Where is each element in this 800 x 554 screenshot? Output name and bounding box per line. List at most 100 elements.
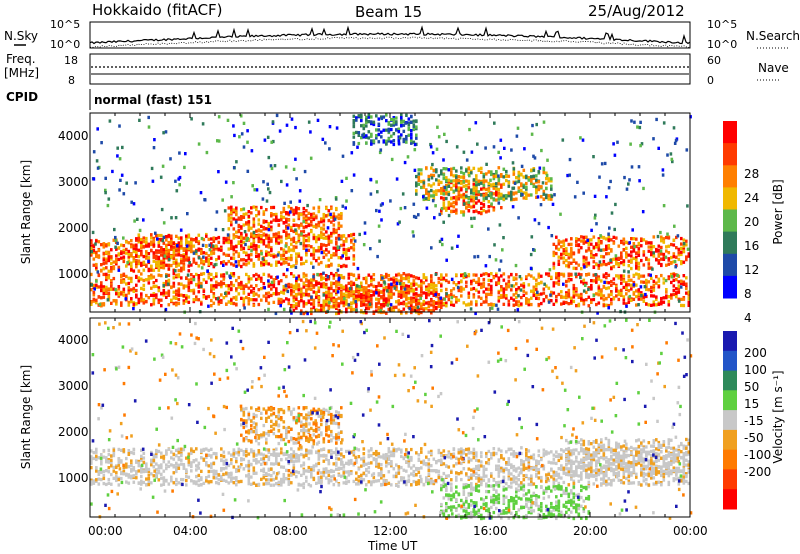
power-cell: [495, 190, 498, 194]
power-cell: [192, 275, 196, 279]
power-cell: [242, 284, 246, 288]
power-cell: [292, 295, 296, 299]
power-cell: [505, 286, 508, 290]
power-cell: [150, 293, 153, 297]
power-cell: [195, 295, 198, 299]
power-cell: [407, 287, 411, 291]
power-cell: [592, 273, 596, 277]
power-cell: [399, 206, 403, 211]
power-cell: [530, 289, 533, 293]
power-cell: [217, 240, 221, 244]
power-cell: [282, 229, 286, 233]
power-cell: [108, 119, 112, 123]
power-cell: [515, 302, 518, 307]
power-cell: [377, 293, 381, 297]
power-cell: [262, 272, 266, 276]
power-cell: [262, 259, 266, 264]
power-cell: [192, 291, 196, 295]
power-cell: [482, 193, 486, 198]
power-cell: [240, 296, 243, 300]
power-cell: [305, 214, 308, 218]
power-cell: [473, 255, 476, 259]
power-cell: [527, 178, 531, 182]
power-cell: [360, 136, 363, 140]
power-cell: [460, 194, 463, 198]
power-cell: [432, 281, 436, 286]
power-cell: [435, 192, 438, 196]
power-cell: [190, 117, 193, 121]
power-cell: [462, 184, 466, 188]
power-cell: [142, 254, 146, 259]
power-cell: [322, 308, 326, 312]
power-cell: [210, 284, 213, 289]
power-cell: [227, 240, 231, 245]
power-cell: [165, 243, 168, 247]
power-cell: [182, 257, 186, 262]
power-cell: [442, 192, 446, 196]
power-cell: [290, 264, 293, 269]
power-cell: [327, 236, 331, 240]
power-cell: [557, 255, 561, 259]
power-cell: [122, 192, 126, 196]
power-cell: [495, 171, 498, 176]
power-cell: [162, 266, 166, 270]
power-cell: [542, 189, 546, 193]
velocity-cell: [107, 470, 111, 474]
power-cell: [405, 113, 408, 117]
power-cell: [537, 292, 541, 297]
power-cell: [637, 261, 641, 265]
power-cell: [365, 134, 368, 138]
power-cell: [370, 142, 373, 146]
power-cell: [516, 126, 520, 130]
power-cell: [278, 129, 282, 133]
power-cell: [460, 280, 463, 284]
velocity-cell: [105, 469, 108, 473]
power-cell: [620, 288, 623, 292]
power-cell: [152, 275, 156, 279]
power-cell: [585, 264, 588, 268]
power-cell: [375, 180, 378, 184]
power-cell: [522, 183, 526, 187]
velocity-cell: [162, 456, 166, 460]
power-cell: [295, 241, 298, 245]
power-cell: [635, 266, 638, 270]
power-cell: [332, 302, 336, 306]
power-cell: [650, 276, 653, 280]
power-cell: [307, 292, 311, 297]
power-cell: [102, 251, 106, 255]
power-cell: [605, 244, 608, 248]
power-cell: [322, 214, 326, 218]
power-cell: [590, 286, 593, 290]
power-cell: [130, 253, 133, 257]
power-cell: [425, 190, 428, 194]
power-cell: [590, 300, 593, 304]
power-cell: [630, 119, 633, 123]
power-cell: [467, 167, 471, 171]
power-cell: [687, 293, 691, 297]
power-cell: [575, 237, 578, 241]
power-cell: [682, 297, 686, 301]
power-cell: [260, 276, 263, 280]
velocity-cell: [142, 480, 146, 485]
power-cell: [437, 293, 441, 297]
power-cell: [440, 180, 443, 185]
power-cell: [130, 279, 133, 284]
power-cell: [215, 284, 218, 288]
power-cell: [315, 281, 318, 285]
velocity-cell: [145, 462, 148, 466]
power-cell: [202, 237, 206, 242]
power-cell: [237, 224, 241, 229]
power-cell: [365, 291, 368, 295]
power-cell: [595, 242, 598, 246]
power-cell: [180, 282, 183, 286]
power-cell: [195, 272, 198, 277]
power-cell: [378, 150, 382, 155]
power-cell: [155, 284, 158, 288]
power-cell: [410, 136, 413, 140]
power-cell: [580, 235, 583, 239]
power-cell: [232, 245, 236, 249]
power-cell: [500, 295, 503, 299]
power-cell: [572, 295, 576, 299]
power-cell: [415, 302, 418, 306]
power-cell: [170, 256, 173, 260]
